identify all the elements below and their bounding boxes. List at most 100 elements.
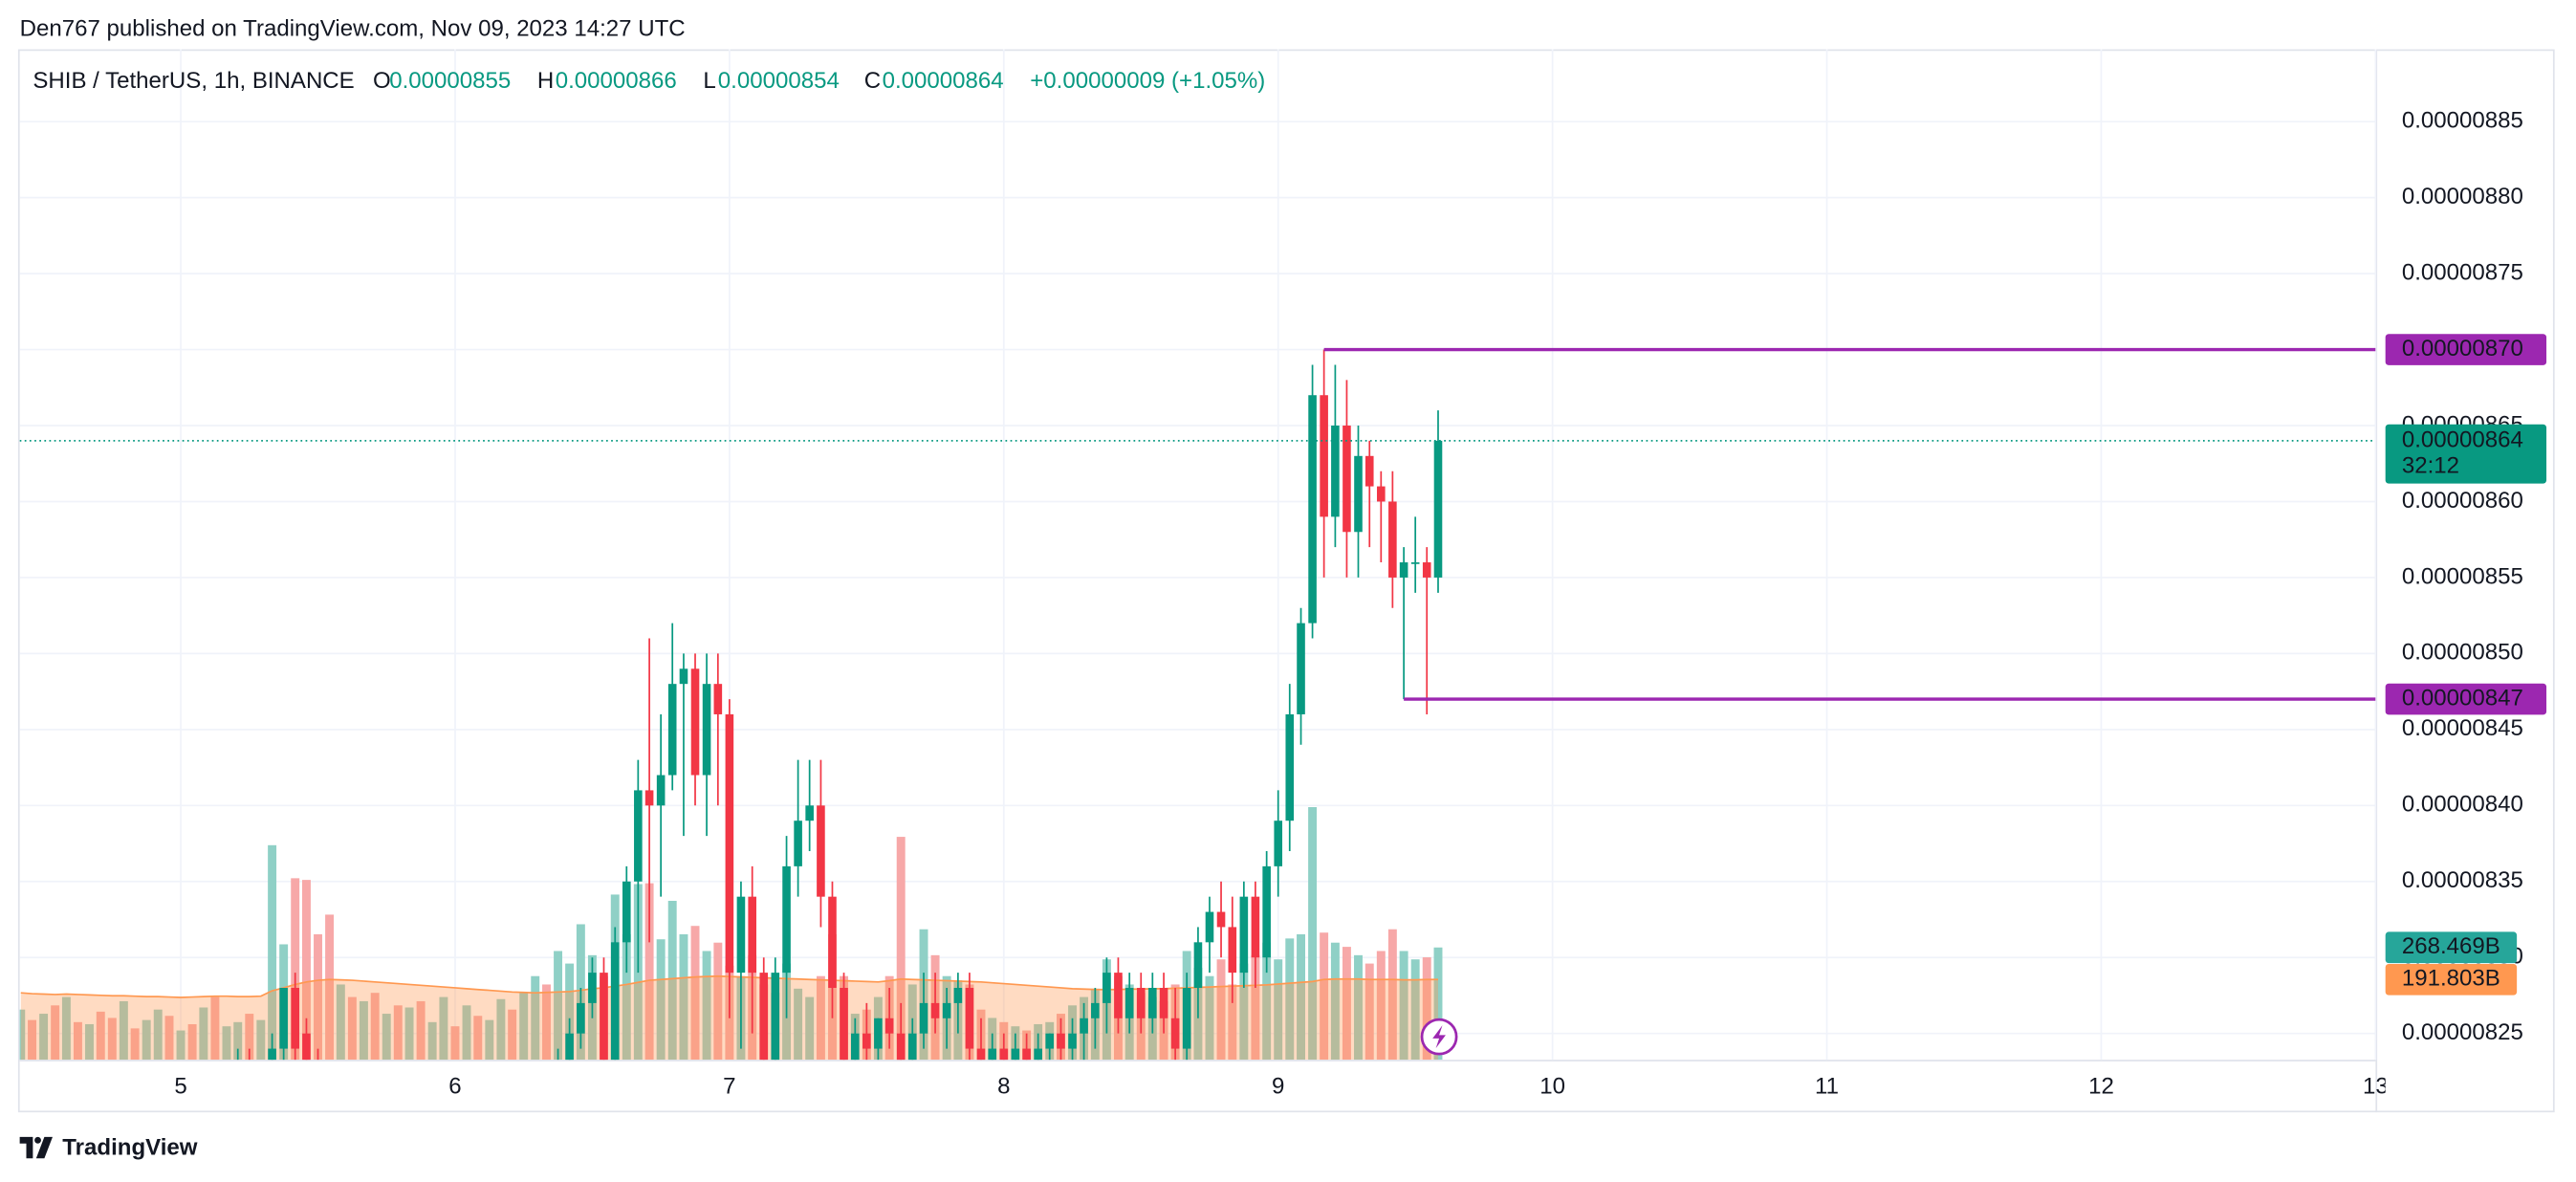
candle-body	[610, 942, 620, 1061]
volume-bar	[233, 1021, 243, 1061]
candle-body	[1274, 821, 1283, 866]
x-tick-label: 13	[2363, 1074, 2389, 1100]
volume-bar	[1342, 947, 1351, 1061]
replay-icon[interactable]	[1420, 1018, 1458, 1056]
volume-bar	[245, 1014, 254, 1061]
volume-bar	[28, 1019, 37, 1061]
candle-body	[1124, 988, 1134, 1018]
volume-bar	[314, 933, 322, 1061]
level-label-box	[2385, 683, 2547, 715]
candle-body	[1114, 973, 1123, 1018]
candle-body	[1148, 988, 1157, 1018]
time-axis: 5 6 7 8 9 10 11 12 13	[174, 1074, 2389, 1100]
volume-bar	[508, 1009, 517, 1061]
candle-body	[828, 896, 837, 989]
volume-bar	[176, 1030, 186, 1061]
volume-bar	[1205, 975, 1214, 1061]
volume-bar	[1376, 951, 1386, 1061]
x-tick-label: 10	[1539, 1074, 1565, 1100]
volume-bar	[1285, 938, 1295, 1061]
x-tick-label: 11	[1815, 1074, 1839, 1100]
candle-body	[953, 988, 963, 1003]
volume-bar	[896, 837, 906, 1061]
candle-body	[942, 1002, 951, 1018]
replay-bolt[interactable]	[1432, 1025, 1446, 1049]
candle-body	[862, 1033, 871, 1049]
volume-ma-label: 191.803B	[2402, 966, 2500, 992]
candle-body	[850, 1033, 860, 1061]
candle-body	[1080, 1018, 1088, 1034]
volume-bar	[359, 1000, 368, 1061]
level-label: 0.00000870	[2402, 336, 2523, 361]
candle-body	[1285, 713, 1295, 821]
candle-body	[988, 1048, 997, 1061]
volume-bar	[713, 942, 723, 1061]
volume-bar	[496, 998, 506, 1061]
volume-bar	[153, 1009, 163, 1061]
volume-bar	[256, 1019, 266, 1061]
volume-bar	[1216, 959, 1226, 1061]
candle-body	[1136, 988, 1146, 1018]
volume-bar	[73, 1021, 82, 1061]
volume-label: 268.469B	[2402, 933, 2500, 959]
candle-body	[1433, 440, 1443, 578]
candle-body	[577, 1002, 585, 1034]
volume-bar	[690, 926, 700, 1061]
candle-body	[1068, 1033, 1077, 1049]
x-tick-label: 6	[448, 1074, 461, 1100]
candle-body	[840, 988, 848, 1061]
candle-body	[748, 896, 756, 974]
volume-bar	[450, 1026, 460, 1061]
y-tick-label: 0.00000875	[2402, 259, 2523, 285]
candle-body	[1388, 501, 1397, 578]
volume-bar	[1433, 947, 1443, 1061]
candle-body	[1331, 426, 1340, 517]
candle-body	[1377, 486, 1386, 502]
volume-bar	[1410, 959, 1420, 1061]
candle-body	[1399, 562, 1408, 578]
volume-bar	[1399, 951, 1408, 1061]
volume-bar	[1228, 984, 1237, 1061]
candle-body	[600, 973, 608, 1061]
candle-body	[817, 805, 825, 897]
volume-bar	[268, 844, 277, 1061]
volume-label-box	[2385, 931, 2518, 964]
candle-body	[1022, 1048, 1031, 1061]
price-axis: 0.000008250.000008300.000008350.00000840…	[2385, 108, 2547, 1045]
volume-bar	[19, 1009, 26, 1061]
close-key: C	[864, 68, 881, 94]
volume-bar	[336, 984, 345, 1061]
candle-body	[1364, 455, 1374, 487]
y-tick-label: 0.00000840	[2402, 792, 2523, 818]
volume-bar	[164, 1016, 174, 1061]
volume-bar	[222, 1026, 231, 1061]
candle-body	[291, 988, 299, 1049]
volume-bar	[51, 1005, 60, 1061]
candle-body	[1320, 395, 1328, 517]
candle-body	[679, 668, 688, 685]
volume-bar	[199, 1007, 208, 1061]
volume-bar	[519, 993, 529, 1061]
volume-bar	[85, 1023, 94, 1061]
candle-body	[1205, 911, 1214, 943]
candle-body	[622, 881, 631, 943]
volume-bar	[1239, 963, 1249, 1061]
volume-bar	[347, 996, 357, 1061]
candle-body	[725, 713, 734, 974]
volume-bar	[554, 951, 563, 1061]
chart-frame	[17, 49, 2555, 1113]
candle-body	[667, 684, 677, 776]
candle-body	[736, 896, 746, 974]
candle-body	[782, 865, 791, 974]
x-tick-label: 12	[2088, 1074, 2114, 1100]
level-label: 0.00000847	[2402, 685, 2523, 711]
volume-bar	[96, 1011, 105, 1061]
x-tick-label: 7	[723, 1074, 735, 1100]
volume-bar	[1297, 933, 1305, 1061]
y-tick-label: 0.00000850	[2402, 640, 2523, 666]
volume-bar	[1422, 957, 1431, 1061]
candle-body	[644, 790, 654, 806]
candle-body	[1262, 865, 1271, 958]
volume-bar	[531, 975, 540, 1061]
volume-bar	[142, 1019, 151, 1061]
